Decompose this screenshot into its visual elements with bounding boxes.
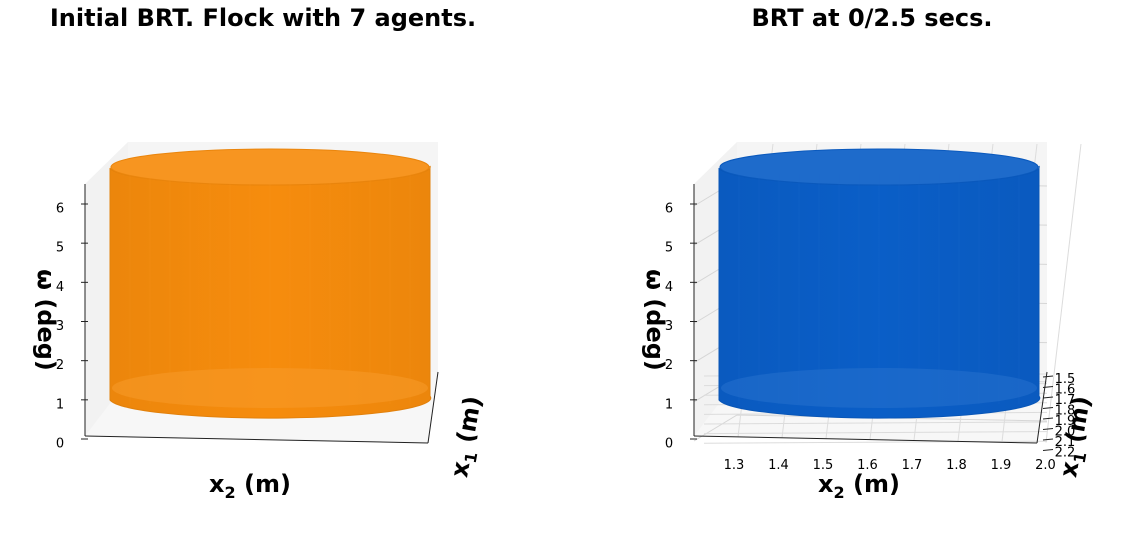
chart-1-z-tick-label-1: 1 — [56, 397, 64, 412]
chart-2-title: BRT at 0/2.5 secs. — [751, 4, 993, 32]
chart-1-y-axis-label: x1 (m) — [445, 394, 491, 480]
chart-1-x-axis-line — [84, 435, 429, 444]
chart-2-x-tick-label-0: 1.3 — [724, 458, 745, 473]
chart-2-y-tick-mark-6 — [1042, 438, 1054, 441]
chart-2-y-tick-mark-3 — [1042, 407, 1054, 409]
chart-1-z-tick-label-6: 6 — [56, 202, 64, 217]
chart-2-y-tick-label-7: 2.2 — [1055, 446, 1076, 461]
chart-2-y-tick-label-4: 1.9 — [1055, 414, 1076, 429]
chart-2-y-tick-label-6: 2.1 — [1055, 435, 1076, 450]
chart-2-y-tick-mark-1 — [1042, 386, 1054, 388]
chart-2-x-tick-label-5: 1.8 — [946, 458, 967, 473]
chart-2-x-tick-label-7: 2.0 — [1035, 458, 1056, 473]
chart-2-z-tick-label-1: 1 — [665, 397, 673, 412]
chart-2-z-tick-label-5: 5 — [665, 241, 673, 256]
chart-1-surface-bottom-cap — [112, 368, 428, 408]
chart-2-y-tick-mark-5 — [1042, 428, 1054, 430]
chart-2-y-tick-mark-0 — [1042, 375, 1054, 378]
chart-2-z-tick-label-0: 0 — [665, 437, 673, 452]
chart-2-ygrid-7 — [703, 440, 1048, 444]
chart-2-y-tick-mark-7 — [1042, 449, 1054, 451]
chart-2-x-tick-label-3: 1.6 — [857, 458, 878, 473]
chart-2-x-tick-label-2: 1.5 — [813, 458, 834, 473]
chart-1-z-tick-label-3: 3 — [56, 319, 64, 334]
chart-2-xgrid-7 — [1045, 143, 1082, 443]
chart-1-z-axis-label: ω (deg) — [32, 269, 60, 371]
chart-2-x-tick-label-1: 1.4 — [768, 458, 789, 473]
chart-2-x-tick-label-4: 1.7 — [902, 458, 923, 473]
chart-2-y-tick-label-3: 1.8 — [1055, 404, 1076, 419]
chart-2-y-tick-mark-4 — [1042, 417, 1054, 420]
chart-2-ygrid-6 — [703, 431, 1048, 435]
chart-2-x-axis-label: x2 (m) — [818, 470, 900, 502]
chart-2-y-tick-mark-2 — [1042, 396, 1054, 399]
chart-2-y-axis-line — [1036, 371, 1048, 444]
chart-2-zgrid-0 — [693, 414, 1048, 442]
chart-2-surface-top-cap — [719, 148, 1039, 186]
chart-2-z-tick-label-6: 6 — [665, 202, 673, 217]
chart-2-y-tick-label-1: 1.6 — [1055, 383, 1076, 398]
chart-1-surface-top-cap — [110, 148, 430, 186]
chart-1-y-axis-line — [427, 371, 439, 444]
chart-2-x-axis-line — [693, 435, 1038, 444]
chart-2-surface-bottom-cap — [721, 368, 1037, 408]
chart-2-y-tick-label-5: 2.0 — [1055, 425, 1076, 440]
chart-2-x-tick-label-6: 1.9 — [991, 458, 1012, 473]
chart-2-y-tick-label-2: 1.7 — [1055, 393, 1076, 408]
chart-2-ygrid-5 — [703, 421, 1048, 425]
chart-1-z-tick-label-2: 2 — [56, 358, 64, 373]
chart-2-z-tick-label-3: 3 — [665, 319, 673, 334]
chart-1-x-axis-label: x2 (m) — [209, 470, 291, 502]
chart-1-title: Initial BRT. Flock with 7 agents. — [49, 4, 477, 32]
chart-2-z-axis-label: ω (deg) — [641, 269, 669, 371]
chart-1-z-tick-label-5: 5 — [56, 241, 64, 256]
chart-1-z-tick-label-0: 0 — [56, 437, 64, 452]
chart-2-y-tick-label-0: 1.5 — [1055, 372, 1076, 387]
chart-2-z-tick-label-4: 4 — [665, 280, 673, 295]
chart-1-z-tick-label-4: 4 — [56, 280, 64, 295]
chart-2-z-tick-label-2: 2 — [665, 358, 673, 373]
